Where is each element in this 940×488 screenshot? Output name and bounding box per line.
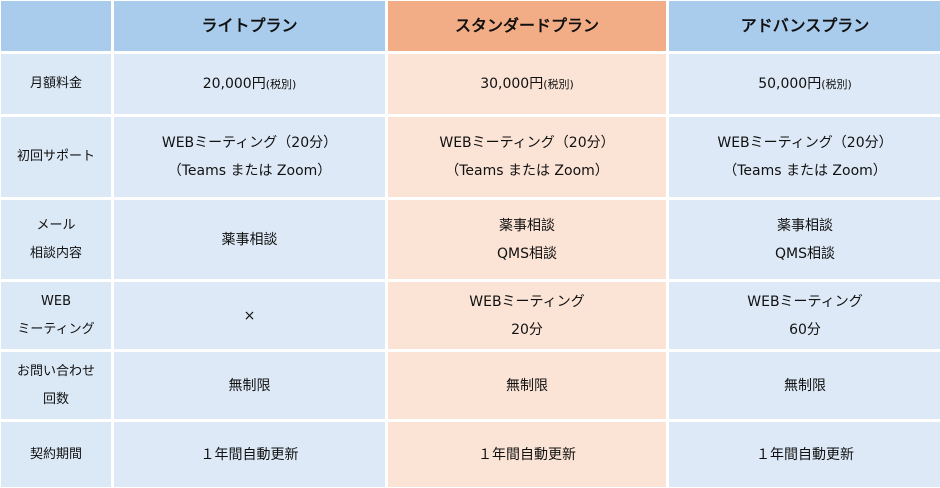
cell-line: WEBミーティング <box>747 293 863 310</box>
cell-line: WEBミーティング（20分） <box>439 135 615 151</box>
row-label: 初回サポート <box>1 117 111 197</box>
plan-cell: WEBミーティング 20分 <box>388 282 666 349</box>
cell-line: １年間自動更新 <box>200 446 299 463</box>
plan-name: アドバンスプラン <box>740 16 870 35</box>
label-line: 契約期間 <box>29 446 82 462</box>
price: 20,000円 <box>202 75 266 92</box>
row-label: お問い合わせ 回数 <box>1 352 111 419</box>
label-line: お問い合わせ <box>16 363 95 379</box>
cell-line: 20分 <box>511 321 543 338</box>
plan-cell: 50,000円(税別) <box>669 54 940 114</box>
cell-line: （Teams または Zoom） <box>723 163 887 179</box>
plan-cell: 20,000円(税別) <box>114 54 385 114</box>
plan-cell: 薬事相談 QMS相談 <box>669 200 940 279</box>
plan-cell: 薬事相談 QMS相談 <box>388 200 666 279</box>
plan-cell: １年間自動更新 <box>114 422 385 487</box>
plan-cell: WEBミーティング（20分） （Teams または Zoom） <box>669 117 940 197</box>
price: 50,000円 <box>758 75 822 92</box>
label-line: 回数 <box>42 391 69 407</box>
plan-header: アドバンスプラン <box>669 1 940 51</box>
cell-line: 薬事相談 <box>777 217 833 234</box>
cell-line: 無制限 <box>228 377 271 394</box>
row-label: 契約期間 <box>1 422 111 487</box>
cell-line: QMS相談 <box>775 245 835 262</box>
price-note: (税別) <box>265 77 297 91</box>
plan-cell: 30,000円(税別) <box>388 54 666 114</box>
cell-line: WEBミーティング <box>469 293 585 310</box>
price-line: 20,000円(税別) <box>203 70 297 99</box>
plan-name: スタンダードプラン <box>454 16 599 35</box>
cell-line: WEBミーティング（20分） <box>717 135 893 151</box>
price-note: (税別) <box>821 77 852 91</box>
price: 30,000円 <box>480 75 544 92</box>
cell-line: （Teams または Zoom） <box>167 163 332 179</box>
cell-line: 無制限 <box>506 377 548 394</box>
cell-line: １年間自動更新 <box>756 446 854 463</box>
plan-cell: １年間自動更新 <box>388 422 666 487</box>
plan-header: ライトプラン <box>114 1 385 51</box>
corner-cell <box>1 1 111 51</box>
plan-cell: 無制限 <box>388 352 666 419</box>
cell-line: × <box>243 307 256 324</box>
plan-header: スタンダードプラン <box>388 1 666 51</box>
cell-line: 薬事相談 <box>221 231 278 248</box>
label-line: WEB <box>41 293 71 309</box>
label-line: 相談内容 <box>29 245 82 261</box>
row-label: メール 相談内容 <box>1 200 111 279</box>
plan-cell: １年間自動更新 <box>669 422 940 487</box>
plan-cell: WEBミーティング 60分 <box>669 282 940 349</box>
price-note: (税別) <box>543 77 574 91</box>
label-line: 月額料金 <box>29 76 82 91</box>
cell-line: QMS相談 <box>497 245 557 262</box>
label-line: メール <box>36 217 76 233</box>
cell-line: １年間自動更新 <box>478 446 576 463</box>
cell-line: （Teams または Zoom） <box>445 163 609 179</box>
row-label: 月額料金 <box>1 54 111 114</box>
plan-cell: 薬事相談 <box>114 200 385 279</box>
cell-line: 60分 <box>789 321 821 338</box>
plan-cell: WEBミーティング（20分） （Teams または Zoom） <box>114 117 385 197</box>
cell-line: 薬事相談 <box>499 217 555 234</box>
price-line: 30,000円(税別) <box>480 70 574 99</box>
plan-cell: WEBミーティング（20分） （Teams または Zoom） <box>388 117 666 197</box>
cell-line: WEBミーティング（20分） <box>161 135 338 151</box>
plan-name: ライトプラン <box>201 16 298 35</box>
plan-cell: 無制限 <box>114 352 385 419</box>
label-line: ミーティング <box>17 321 95 337</box>
label-line: 初回サポート <box>16 149 95 164</box>
cell-line: 無制限 <box>784 377 826 394</box>
plan-cell: × <box>114 282 385 349</box>
plan-cell: 無制限 <box>669 352 940 419</box>
row-label: WEB ミーティング <box>1 282 111 349</box>
price-line: 50,000円(税別) <box>758 70 852 99</box>
